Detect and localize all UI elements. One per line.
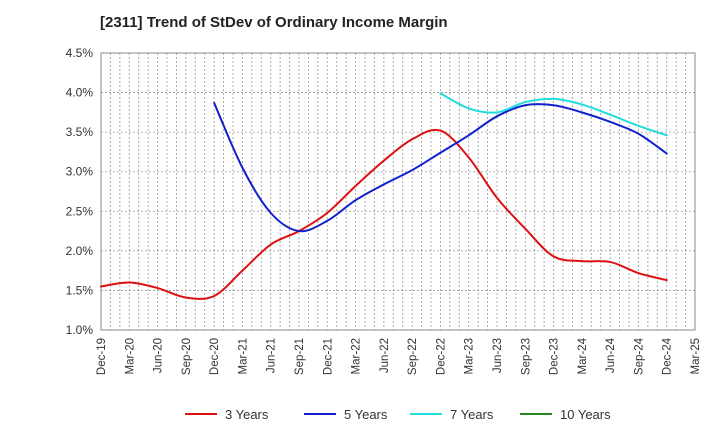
x-tick-label: Sep-20 (181, 338, 193, 375)
series-line-7-years (439, 92, 668, 137)
x-tick-label: Sep-23 (520, 338, 532, 375)
x-tick-label: Mar-25 (690, 338, 702, 374)
grid (101, 53, 695, 330)
y-tick-label: 2.0% (66, 244, 94, 258)
x-tick-label: Jun-21 (266, 338, 278, 373)
x-tick-label: Dec-22 (435, 338, 447, 375)
plot-frame (100, 52, 696, 331)
x-tick-label: Sep-21 (294, 338, 306, 375)
series-line-3-years (100, 128, 668, 300)
x-tick-label: Jun-22 (379, 338, 391, 373)
x-axis: Dec-19 Mar-20 Jun-20 Sep-20 Dec-20 Mar-21 Jun-… (96, 337, 702, 375)
x-tick-label: Sep-24 (633, 337, 645, 375)
legend: 3 Years 5 Years 7 Years 10 Years (185, 407, 611, 422)
x-tick-label: Jun-20 (153, 338, 165, 373)
x-tick-label: Dec-20 (209, 338, 221, 375)
x-tick-label: Dec-23 (549, 338, 561, 375)
x-tick-label: Sep-22 (407, 338, 419, 375)
legend-item: 5 Years (304, 407, 388, 422)
legend-item: 3 Years (185, 407, 269, 422)
legend-item: 7 Years (410, 407, 494, 422)
x-tick-label: Jun-24 (605, 337, 617, 373)
series-lines (100, 92, 668, 300)
y-tick-label: 3.5% (66, 125, 94, 139)
x-tick-label: Dec-21 (322, 338, 334, 375)
legend-label: 5 Years (344, 407, 388, 422)
x-tick-label: Mar-21 (237, 338, 249, 374)
y-tick-label: 1.5% (66, 283, 94, 297)
legend-label: 3 Years (225, 407, 269, 422)
y-axis: 1.0% 1.5% 2.0% 2.5% 3.0% 3.5% 4.0% 4.5% (66, 46, 94, 337)
y-tick-label: 2.5% (66, 204, 94, 218)
x-tick-label: Mar-24 (577, 337, 589, 374)
x-tick-label: Mar-23 (464, 338, 476, 374)
legend-label: 10 Years (560, 407, 611, 422)
y-tick-label: 3.0% (66, 165, 94, 179)
y-tick-label: 4.0% (66, 86, 94, 100)
legend-item: 10 Years (520, 407, 611, 422)
x-tick-label: Dec-19 (96, 338, 108, 375)
x-tick-label: Mar-22 (351, 338, 363, 374)
x-tick-label: Jun-23 (492, 338, 504, 373)
x-tick-label: Mar-20 (124, 338, 136, 374)
series-line-5-years (213, 101, 668, 233)
chart-title: [2311] Trend of StDev of Ordinary Income… (100, 14, 448, 31)
legend-label: 7 Years (450, 407, 494, 422)
y-tick-label: 1.0% (66, 323, 94, 337)
x-tick-label: Dec-24 (662, 337, 674, 375)
y-tick-label: 4.5% (66, 46, 94, 60)
